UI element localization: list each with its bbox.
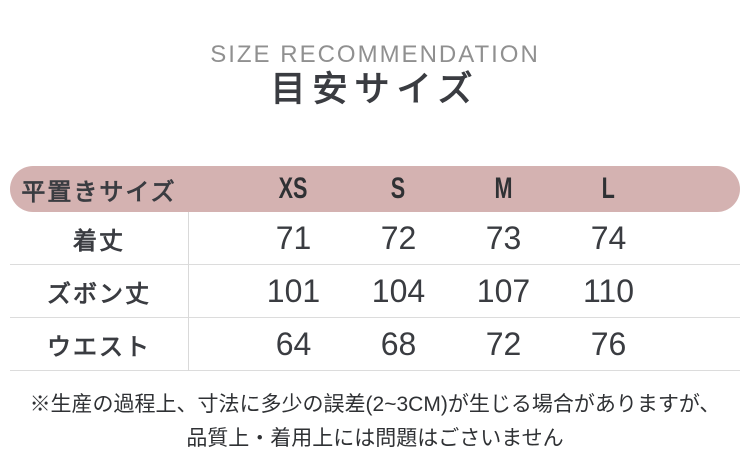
size-header-m: M xyxy=(451,172,556,206)
table-row-waist: ウエスト 64 68 72 76 xyxy=(10,318,740,371)
footnote-line1: ※生産の過程上、寸法に多少の誤差(2~3CM)が生じる場合がありますが、 xyxy=(29,393,721,416)
size-table: 平置きサイズ XS S M L 着丈 71 72 73 74 ズボン丈 10 xyxy=(10,166,740,371)
size-header-xs-label: XS xyxy=(279,172,308,205)
table-row-body-length: 着丈 71 72 73 74 xyxy=(10,212,740,265)
size-header-m-label: M xyxy=(494,172,513,205)
cell-value: 76 xyxy=(590,325,627,362)
cell-value: 73 xyxy=(485,219,522,256)
footnote-line2: 品質上・着用上には問題はごさいません xyxy=(186,427,564,450)
size-header-l-label: L xyxy=(601,172,616,205)
row-label: 着丈 xyxy=(73,227,125,255)
cell-value: 101 xyxy=(266,272,321,309)
cell-value: 107 xyxy=(476,272,531,309)
row-label: ズボン丈 xyxy=(47,280,151,308)
cell-value: 64 xyxy=(275,325,312,362)
cell-value: 74 xyxy=(590,219,627,256)
subtitle-english: SIZE RECOMMENDATION xyxy=(210,41,540,68)
size-table-header-row: 平置きサイズ XS S M L xyxy=(10,166,740,212)
column-divider-line xyxy=(188,212,189,371)
size-header-l: L xyxy=(556,172,661,206)
cell-value: 110 xyxy=(582,272,634,309)
size-table-body: 着丈 71 72 73 74 ズボン丈 101 104 107 110 ウエスト xyxy=(10,212,740,371)
cell-value: 72 xyxy=(380,219,417,256)
page-header: SIZE RECOMMENDATION 目安サイズ xyxy=(0,40,750,111)
footnote: ※生産の過程上、寸法に多少の誤差(2~3CM)が生じる場合がありますが、 品質上… xyxy=(0,388,750,456)
page-title: 目安サイズ xyxy=(270,70,480,109)
cell-value: 72 xyxy=(485,325,522,362)
cell-value: 68 xyxy=(380,325,417,362)
size-header-xs: XS xyxy=(241,172,346,206)
table-row-trouser-length: ズボン丈 101 104 107 110 xyxy=(10,265,740,318)
cell-value: 71 xyxy=(275,219,312,256)
size-header-s-label: S xyxy=(391,172,406,205)
corner-label: 平置きサイズ xyxy=(21,178,177,206)
size-header-s: S xyxy=(346,172,451,206)
cell-value: 104 xyxy=(371,272,426,309)
row-label: ウエスト xyxy=(47,333,151,361)
